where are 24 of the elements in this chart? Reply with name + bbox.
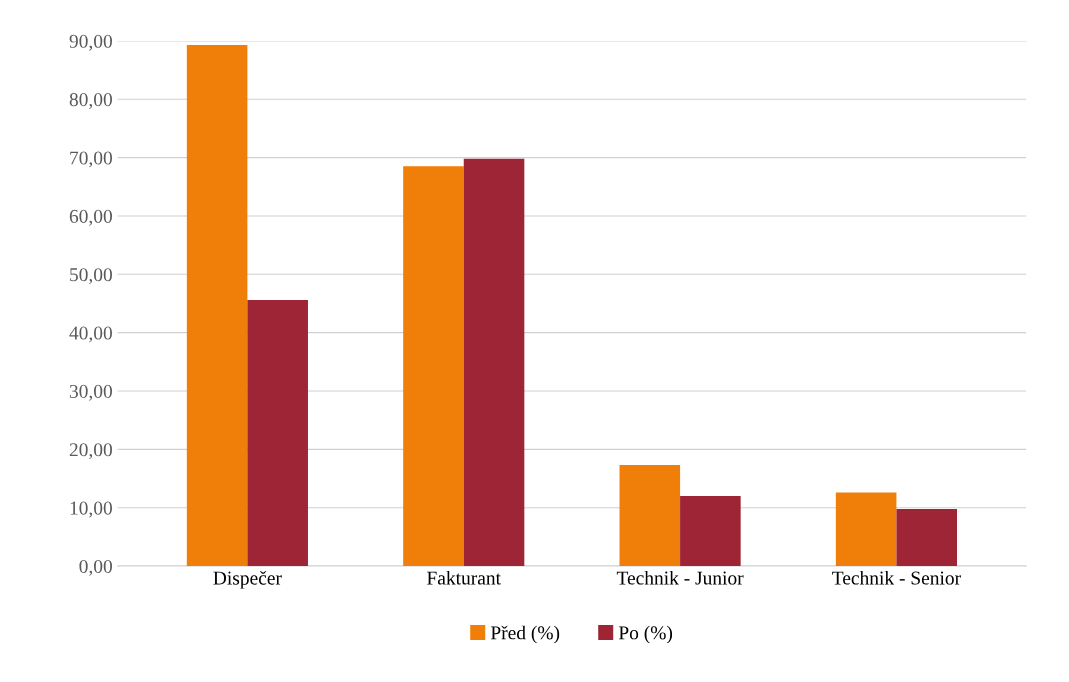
bar (186, 45, 248, 567)
x-tick-label: Dispečer (213, 570, 282, 589)
legend-label: Po (%) (618, 625, 673, 644)
y-tick-label: 90,00 (69, 34, 112, 51)
y-tick-label: 40,00 (69, 326, 112, 343)
y-tick-label: 20,00 (69, 443, 112, 460)
y-tick-label: 80,00 (69, 93, 112, 109)
x-tick-label: Fakturant (427, 570, 501, 585)
x-tick-label: Technik - Junior (616, 570, 744, 585)
y-tick-label: 0,00 (79, 559, 112, 576)
bar (619, 465, 681, 567)
bar (680, 496, 741, 567)
y-tick-label: 30,00 (69, 384, 112, 401)
bar (835, 492, 897, 567)
bar (463, 158, 525, 567)
y-tick-label: 50,00 (70, 268, 112, 285)
x-tick-label: Technik - Senior (832, 570, 961, 585)
bar (896, 508, 958, 567)
bar (247, 299, 308, 567)
legend-label: Před (%) (490, 625, 560, 644)
y-tick-label: 60,00 (69, 209, 112, 226)
y-tick-label: 70,00 (70, 151, 112, 168)
y-tick-label: 10,00 (70, 501, 112, 518)
bar (403, 166, 464, 567)
